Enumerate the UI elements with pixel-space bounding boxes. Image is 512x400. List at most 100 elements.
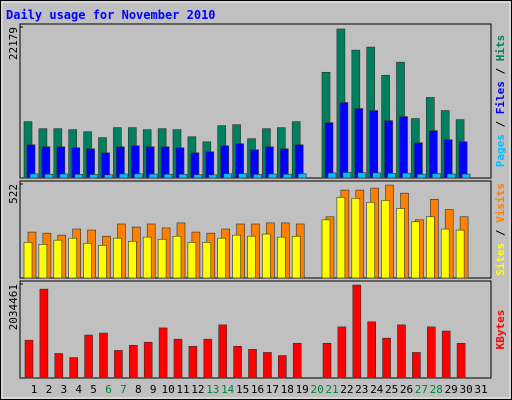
legend: Pages / Files / Hits	[494, 35, 507, 168]
x-tick-label: 28	[430, 383, 443, 396]
bar	[399, 116, 408, 179]
legend: Sites / Visits	[494, 183, 507, 276]
legend-separator: /	[494, 61, 507, 81]
bar	[41, 146, 51, 179]
bar	[456, 342, 466, 379]
bar	[321, 219, 331, 279]
bar	[98, 245, 107, 279]
bar	[369, 110, 379, 179]
bar	[396, 208, 405, 279]
bar	[428, 130, 438, 179]
x-tick-label: 27	[415, 383, 428, 396]
bar	[354, 108, 364, 179]
legend-entry: Files	[494, 81, 507, 114]
bar	[336, 197, 346, 279]
legend-entry: Hits	[494, 35, 507, 62]
x-tick-label: 9	[150, 383, 157, 396]
bar	[175, 147, 185, 179]
bar	[265, 146, 274, 179]
bar	[173, 338, 183, 379]
bar	[431, 173, 441, 179]
x-tick-label: 6	[105, 383, 112, 396]
x-tick-label: 29	[445, 383, 458, 396]
bar	[426, 326, 436, 379]
bar	[367, 321, 377, 379]
bar	[253, 174, 262, 179]
bar	[384, 120, 393, 179]
bar	[220, 145, 229, 179]
bar	[24, 339, 34, 379]
bar	[411, 221, 420, 279]
bar	[417, 173, 426, 179]
x-tick-label: 18	[281, 383, 294, 396]
bar	[148, 173, 158, 179]
chart-title: Daily usage for November 2010	[6, 8, 216, 22]
bar	[84, 334, 93, 379]
bar	[382, 337, 391, 379]
bar	[397, 324, 406, 379]
legend-entry: Pages	[494, 134, 507, 167]
bar	[425, 216, 435, 279]
bar	[71, 147, 80, 179]
bar	[262, 233, 271, 279]
bar	[268, 173, 277, 179]
x-tick-label: 7	[120, 383, 127, 396]
bar	[402, 172, 411, 179]
x-tick-label: 23	[355, 383, 368, 396]
bar	[414, 142, 423, 179]
bar	[276, 236, 286, 279]
bar	[69, 357, 78, 379]
bar	[342, 172, 352, 179]
bar	[83, 242, 92, 279]
bar	[29, 173, 39, 179]
bar	[143, 341, 153, 379]
bar	[324, 122, 334, 179]
bar	[247, 235, 256, 279]
bar	[327, 172, 337, 179]
x-tick-label: 14	[221, 383, 235, 396]
bar	[44, 173, 54, 179]
x-tick-label: 24	[370, 383, 384, 396]
x-tick-label: 17	[266, 383, 279, 396]
bar	[178, 173, 188, 179]
bar	[366, 202, 376, 279]
x-tick-label: 26	[400, 383, 413, 396]
x-tick-label: 25	[385, 383, 398, 396]
bar	[142, 236, 152, 279]
x-tick-label: 11	[176, 383, 189, 396]
x-tick-label: 1	[31, 383, 38, 396]
bar	[53, 239, 63, 279]
bar	[163, 173, 173, 179]
y-tick-label: 522	[7, 184, 20, 204]
x-tick-label: 10	[161, 383, 174, 396]
bar	[233, 346, 242, 379]
bar	[114, 350, 123, 379]
x-tick-label: 13	[206, 383, 219, 396]
bar	[116, 146, 125, 179]
x-tick-label: 15	[236, 383, 249, 396]
bar	[263, 352, 272, 379]
bar	[190, 152, 200, 179]
bar	[26, 144, 36, 179]
bar	[232, 234, 241, 279]
bar	[128, 240, 137, 279]
bar	[203, 338, 213, 379]
bar	[381, 200, 390, 279]
bar	[131, 145, 140, 179]
bar	[277, 355, 287, 379]
x-tick-label: 4	[75, 383, 82, 396]
bar	[339, 102, 349, 179]
bar	[291, 235, 301, 279]
bar	[351, 198, 361, 279]
x-tick-label: 16	[251, 383, 264, 396]
bar	[412, 352, 421, 379]
bar	[202, 242, 212, 279]
bar	[279, 148, 289, 179]
bar	[461, 173, 471, 179]
bar	[440, 228, 450, 279]
y-tick-label: 22179	[7, 27, 20, 60]
bar	[208, 174, 218, 179]
y-tick-label: 2034461	[7, 284, 20, 330]
bar	[238, 173, 247, 179]
